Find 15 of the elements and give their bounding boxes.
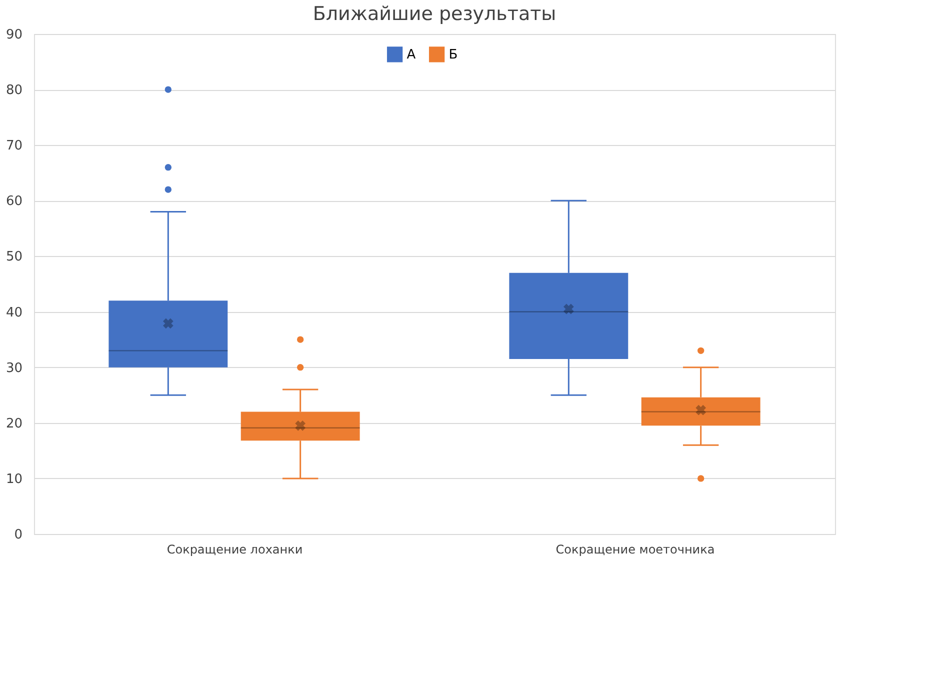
y-tick-label: 0 [14,528,22,542]
legend-label: Б [448,47,458,62]
x-tick-label: Сокращение лоханки [166,542,303,556]
y-tick-label: 90 [6,28,22,42]
chart-title: Ближайшие результаты [312,3,556,25]
y-tick-label: 10 [6,472,22,487]
legend-label: А [406,47,416,62]
y-tick-label: 40 [6,305,22,320]
y-tick-label: 20 [6,416,22,432]
x-tick-label: Сокращение моеточника [556,542,715,556]
y-tick-label: 60 [6,194,22,210]
y-tick-label: 80 [6,83,22,98]
y-tick-label: 30 [6,360,22,376]
y-tick-label: 50 [6,250,22,265]
y-tick-label: 70 [6,138,22,154]
